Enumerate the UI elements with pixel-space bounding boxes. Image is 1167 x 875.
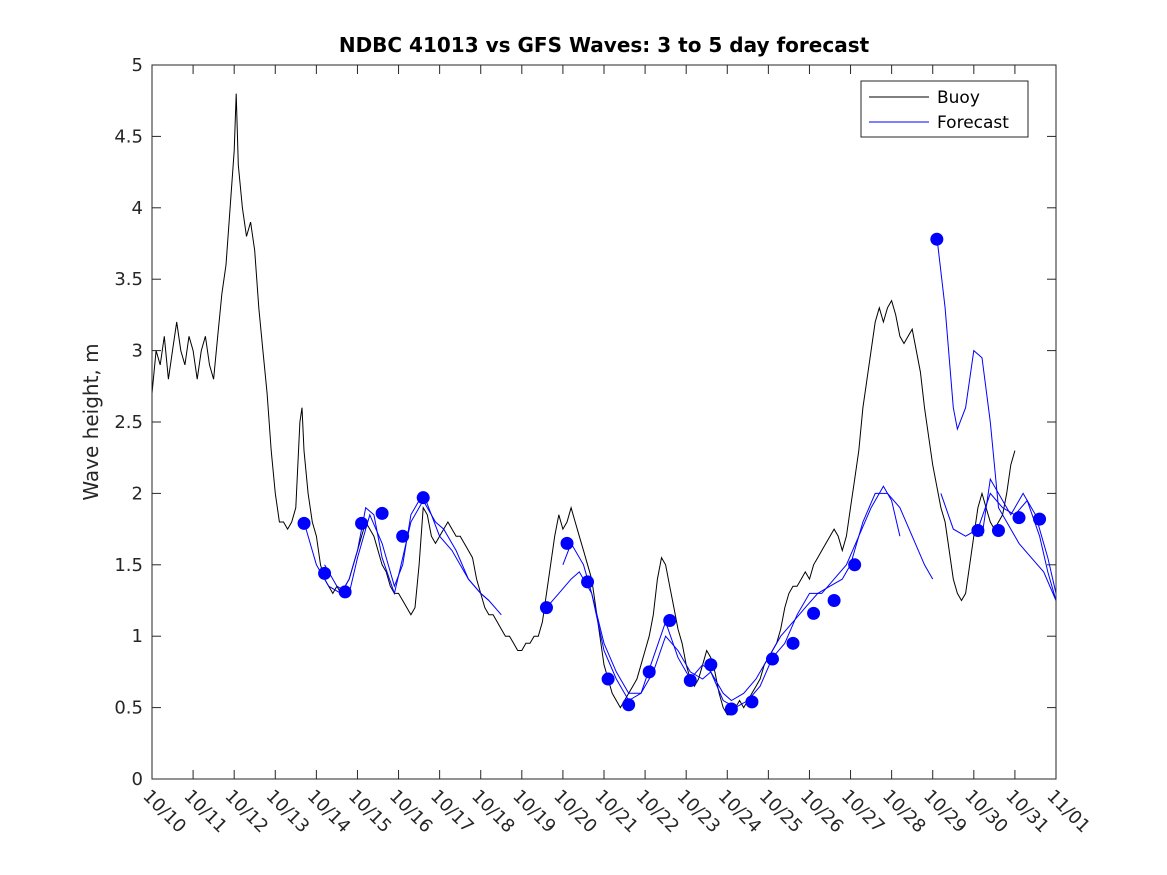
plot-frame [151, 64, 1057, 780]
forecast-marker-4 [375, 506, 389, 520]
x-tick-label: 10/15 [344, 786, 396, 838]
forecast-marker-18 [765, 652, 779, 666]
forecast-marker-11 [622, 698, 636, 712]
x-tick-label: 11/01 [1042, 786, 1094, 838]
forecast-marker-8 [560, 536, 574, 550]
chart-title: NDBC 41013 vs GFS Waves: 3 to 5 day fore… [339, 33, 870, 57]
forecast-marker-21 [827, 594, 841, 607]
forecast-markers [297, 232, 1047, 716]
x-tick-label: 10/22 [632, 786, 684, 838]
x-tick-label: 10/17 [426, 786, 478, 838]
forecast-marker-6 [416, 491, 430, 505]
y-tick-label: 2.5 [114, 412, 143, 433]
y-tick-label: 0.5 [114, 698, 143, 719]
y-tick-label: 1 [132, 626, 143, 647]
x-tick-label: 10/28 [878, 786, 930, 838]
forecast-line-6 [981, 477, 1057, 594]
forecast-line-5 [940, 492, 1057, 601]
legend: Buoy Forecast [860, 80, 1029, 138]
forecast-marker-24 [971, 524, 985, 538]
x-tick-label: 10/20 [549, 786, 601, 838]
forecast-marker-22 [848, 558, 862, 572]
forecast-line-4 [936, 236, 1057, 601]
buoy-line [151, 93, 1016, 716]
forecast-marker-7 [539, 601, 553, 615]
forecast-marker-19 [786, 636, 800, 650]
forecast-line-1 [324, 492, 502, 616]
y-tick-label: 1.5 [114, 555, 143, 576]
x-tick-label: 10/10 [138, 786, 190, 838]
forecast-marker-20 [807, 606, 821, 620]
y-tick-label: 3.5 [114, 269, 143, 290]
x-tick-label: 10/16 [385, 786, 437, 838]
forecast-line-2 [546, 492, 934, 702]
forecast-marker-14 [683, 673, 697, 687]
x-tick-label: 10/29 [919, 786, 971, 838]
y-tick-label: 2 [132, 483, 143, 504]
y-tick-labels: 0 0.5 1 1.5 2 2.5 3 3.5 4 4.5 5 [114, 55, 143, 790]
forecast-marker-17 [745, 695, 759, 709]
x-tick-label: 10/31 [1001, 786, 1053, 838]
forecast-marker-25 [991, 524, 1005, 538]
x-tick-label: 10/19 [508, 786, 560, 838]
forecast-marker-13 [663, 613, 677, 627]
y-tick-label: 5 [132, 55, 143, 76]
x-tick-label: 10/11 [180, 786, 232, 838]
x-tick-label: 10/13 [262, 786, 314, 838]
y-tick-label: 4 [132, 198, 143, 219]
x-tick-label: 10/30 [960, 786, 1012, 838]
forecast-marker-0 [297, 516, 311, 530]
y-axis-label: Wave height, m [79, 343, 103, 500]
legend-buoy-label: Buoy [937, 88, 980, 108]
forecast-marker-9 [581, 575, 595, 589]
forecast-marker-10 [601, 672, 615, 686]
forecast-marker-3 [355, 516, 369, 530]
x-tick-label: 10/26 [796, 786, 848, 838]
forecast-marker-16 [724, 702, 738, 716]
forecast-marker-2 [338, 585, 352, 599]
x-tick-label: 10/18 [467, 786, 519, 838]
forecast-marker-12 [642, 665, 656, 679]
plot-background [152, 65, 1056, 779]
forecast-marker-26 [1012, 511, 1026, 525]
y-tick-label: 3 [132, 341, 143, 362]
forecast-marker-15 [704, 658, 718, 672]
x-tick-label: 10/14 [303, 786, 355, 838]
y-tick-label: 4.5 [114, 126, 143, 147]
x-tick-label: 10/25 [755, 786, 807, 838]
forecast-marker-5 [396, 529, 410, 543]
forecast-marker-23 [930, 232, 944, 246]
x-tick-labels: 10/1010/1110/1210/1310/1410/1510/1610/17… [138, 786, 1094, 838]
x-tick-label: 10/27 [837, 786, 889, 838]
legend-forecast-label: Forecast [937, 113, 1009, 133]
x-tick-label: 10/12 [221, 786, 273, 838]
forecast-marker-1 [318, 566, 332, 580]
x-tick-label: 10/23 [673, 786, 725, 838]
forecast-marker-27 [1033, 512, 1047, 526]
y-tick-label: 0 [132, 769, 143, 790]
buoy-series [151, 93, 1016, 716]
x-tick-label: 10/21 [590, 786, 642, 838]
legend-box [860, 80, 1029, 138]
x-tick-label: 10/24 [714, 786, 766, 838]
